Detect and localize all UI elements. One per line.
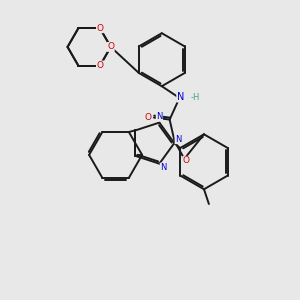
Text: O: O bbox=[107, 42, 114, 51]
Text: N: N bbox=[175, 135, 181, 144]
Text: O: O bbox=[96, 61, 103, 70]
Text: N: N bbox=[156, 112, 163, 121]
Text: N: N bbox=[160, 163, 167, 172]
Text: O: O bbox=[96, 24, 103, 33]
Text: O: O bbox=[96, 61, 103, 70]
Text: O: O bbox=[145, 113, 152, 122]
Text: N: N bbox=[177, 92, 184, 102]
Text: O: O bbox=[183, 156, 190, 165]
Text: -H: -H bbox=[191, 93, 200, 102]
